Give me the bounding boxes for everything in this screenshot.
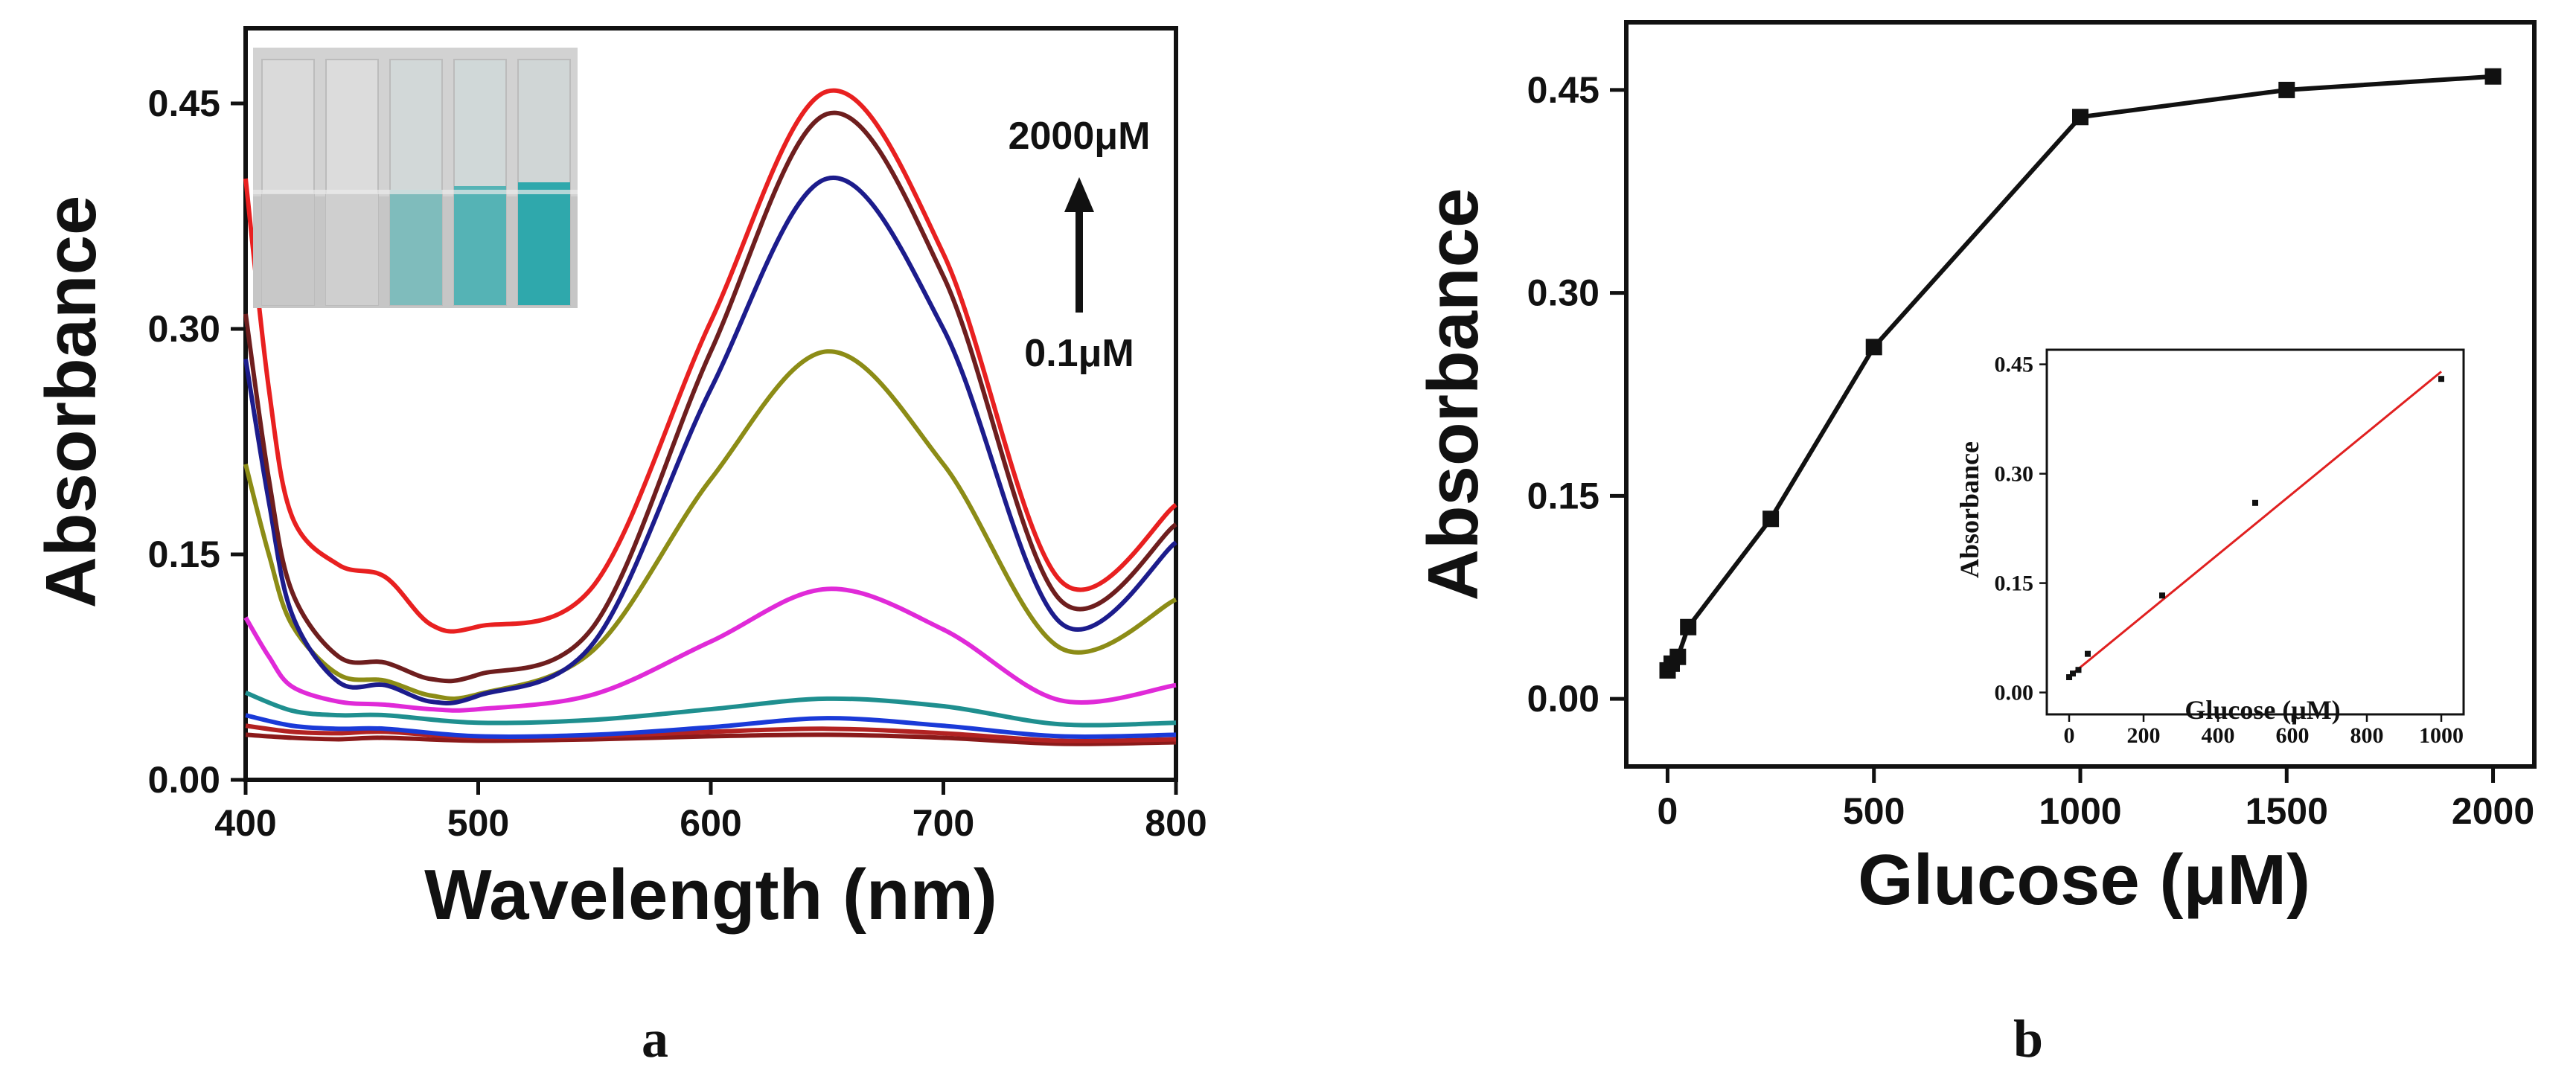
panel-b-ylabel: Absorbance (1413, 188, 1493, 601)
y-tick-label: 0.45 (1527, 69, 1599, 111)
spectrum-line-c2 (245, 723, 1177, 743)
inset-data-point (2085, 650, 2091, 657)
x-tick-label: 200 (2127, 723, 2161, 748)
inset-series (2066, 371, 2444, 681)
inset-data-point (2066, 674, 2073, 681)
data-point (2278, 81, 2295, 98)
y-tick-label: 0.45 (148, 83, 220, 124)
x-tick-label: 2000 (2452, 790, 2534, 832)
data-point (1762, 510, 1780, 528)
inset-ticks: 0 200 400 600 800 1000 0.00 0.15 0.30 0.45 (1995, 353, 2464, 748)
data-point (1669, 648, 1687, 665)
inset-data-point (2075, 667, 2082, 673)
panel-b-inset: 0 200 400 600 800 1000 0.00 0.15 0.30 0.45 Absorb… (1955, 348, 2465, 748)
spectrum-line-c1 (245, 732, 1177, 746)
x-tick-label: 1000 (2039, 790, 2121, 832)
annotation-low: 0.1μM (1024, 332, 1134, 375)
y-tick-label: 0.45 (1995, 353, 2034, 377)
annotation-high: 2000μM (1009, 115, 1151, 158)
inset-data-point (2070, 670, 2076, 677)
spectrum-line-c8 (243, 110, 1177, 684)
cuvette-photo (253, 48, 578, 308)
panel-a-series (243, 88, 1177, 746)
spectrum-line-c9 (243, 88, 1177, 634)
inset-xlabel: Glucose (μM) (2185, 695, 2340, 725)
x-tick-label: 1000 (2419, 723, 2464, 748)
y-tick-label: 0.30 (1995, 462, 2034, 487)
annotation-arrow-head (1064, 177, 1094, 212)
panel-a-ticks: 400 500 600 700 800 0.00 0.15 0.30 0.45 (148, 83, 1207, 844)
x-tick-label: 800 (2350, 723, 2384, 748)
x-tick-label: 0 (2064, 723, 2075, 748)
panel-b-xlabel: Glucose (μM) (1858, 840, 2310, 920)
x-tick-label: 400 (2202, 723, 2235, 748)
y-tick-label: 0.15 (1995, 571, 2034, 596)
inset-data-point (2438, 376, 2444, 382)
data-point (1680, 618, 1697, 635)
data-point (1865, 339, 1882, 356)
y-tick-label: 0.15 (1527, 475, 1599, 516)
x-tick-label: 600 (2276, 723, 2310, 748)
inset-data-point (2252, 499, 2258, 506)
inset-data-point (2159, 592, 2165, 599)
spectrum-line-c7 (243, 175, 1177, 705)
spectrum-line-c4 (244, 691, 1177, 728)
y-tick-label: 0.30 (148, 308, 220, 350)
y-tick-label: 0.00 (1527, 678, 1599, 720)
panel-a: 400 500 600 700 800 0.00 0.15 0.30 0.45 Absorban… (31, 26, 1207, 1069)
x-tick-label: 600 (680, 802, 741, 844)
x-tick-label: 400 (214, 802, 276, 844)
x-tick-label: 500 (1843, 790, 1905, 832)
y-tick-label: 0.30 (1527, 272, 1599, 314)
x-tick-label: 1500 (2246, 790, 2328, 832)
inset-ylabel: Absorbance (1955, 441, 1984, 578)
spectrum-line-c5 (243, 586, 1177, 713)
x-tick-label: 500 (447, 802, 509, 844)
spectrum-line-c6 (243, 349, 1177, 701)
panel-a-xlabel: Wavelength (nm) (424, 855, 997, 935)
panel-a-ylabel: Absorbance (31, 196, 111, 609)
spectrum-line-c3 (245, 713, 1177, 740)
inset-fit-line (2068, 371, 2442, 678)
panel-label-b: b (2013, 1009, 2043, 1069)
data-point (2072, 109, 2088, 126)
x-tick-label: 0 (1658, 790, 1678, 832)
y-tick-label: 0.15 (148, 534, 220, 575)
data-point (2484, 68, 2502, 85)
panel-label-a: a (642, 1009, 668, 1069)
x-tick-label: 800 (1145, 802, 1206, 844)
x-tick-label: 700 (913, 802, 974, 844)
y-tick-label: 0.00 (1995, 681, 2034, 705)
y-tick-label: 0.00 (148, 759, 220, 801)
panel-b-series (1659, 68, 2502, 679)
